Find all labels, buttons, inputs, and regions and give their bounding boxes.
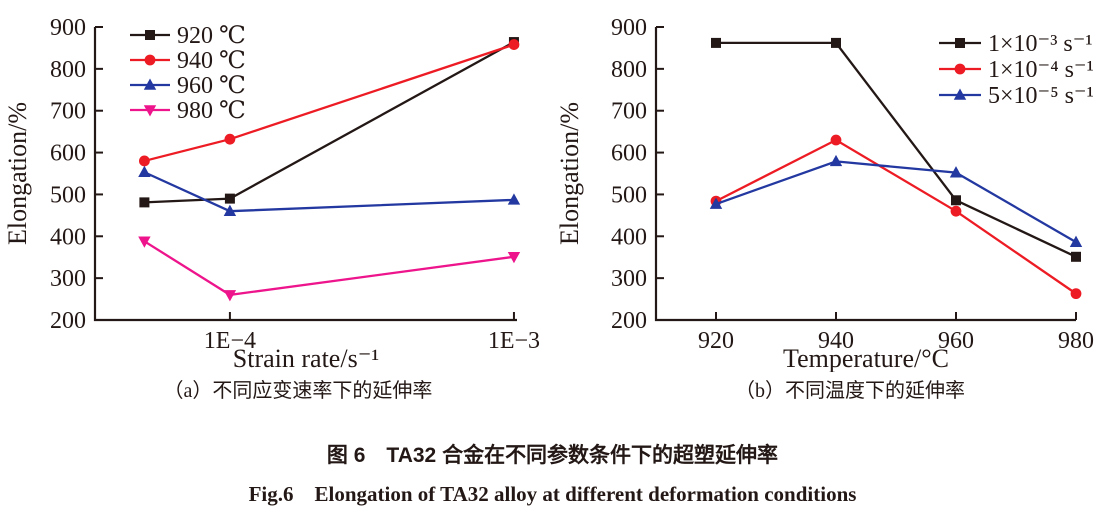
- y-tick-label: 900: [50, 15, 86, 41]
- y-tick-label: 700: [50, 99, 86, 125]
- panel-b: 200 300 400 500 600 700 800 900 920 940 960 980 Elon…: [552, 0, 1104, 403]
- x-tick-label: 980: [1058, 328, 1094, 354]
- data-point-960c: [507, 193, 521, 205]
- panel-a-caption: （a）不同应变速率下的延伸率: [163, 380, 433, 402]
- legend-marker-940c: [144, 54, 156, 66]
- y-axis-label: Elongation/%: [3, 102, 32, 245]
- y-tick-label: 500: [611, 182, 647, 208]
- data-point-980c: [223, 290, 237, 302]
- x-tick-label: 960: [938, 328, 974, 354]
- x-axis-label: Strain rate/s⁻¹: [233, 344, 379, 372]
- legend-label-920c: 920 ℃: [177, 23, 246, 49]
- data-point-1e-4: [830, 134, 842, 146]
- panel-b-caption: （b）不同温度下的延伸率: [735, 380, 965, 402]
- legend-label-940c: 940 ℃: [177, 48, 246, 74]
- chart-panels: 200 300 400 500 600 700 800 900 1E−4 1E−3 Elongati…: [0, 0, 1104, 403]
- panel-a: 200 300 400 500 600 700 800 900 1E−4 1E−3 Elongati…: [0, 0, 552, 403]
- y-tick-label: 800: [50, 57, 86, 83]
- x-axis-label: Temperature/°C: [783, 344, 949, 372]
- y-tick-label: 400: [611, 224, 647, 250]
- legend-marker-5e-5: [953, 88, 967, 100]
- y-tick-label: 700: [611, 99, 647, 125]
- data-point-920c: [224, 193, 235, 204]
- y-tick-label: 300: [611, 266, 647, 292]
- data-point-1e-3: [711, 37, 721, 48]
- data-point-920c: [139, 197, 150, 208]
- chart-a: 200 300 400 500 600 700 800 900 1E−4 1E−3 Elongati…: [3, 15, 540, 372]
- legend-marker-920c: [145, 30, 155, 40]
- data-point-960c: [223, 204, 237, 216]
- data-point-980c: [138, 236, 151, 248]
- data-point-960c: [138, 165, 151, 178]
- data-point-940c: [224, 133, 236, 145]
- figure-caption-chinese: 图 6 TA32 合金在不同参数条件下的超塑延伸率: [326, 444, 779, 467]
- data-point-5e-5: [829, 154, 843, 167]
- legend-marker-1e-3: [955, 38, 965, 48]
- y-tick-label: 400: [50, 224, 86, 250]
- data-point-5e-5: [949, 166, 963, 178]
- x-tick-label: 940: [818, 328, 854, 354]
- y-tick-label: 600: [50, 141, 86, 167]
- axes: [93, 27, 517, 322]
- figure-caption-english: Fig.6 Elongation of TA32 alloy at differ…: [248, 482, 857, 506]
- legend-label-1e-4: 1×10⁻⁴ s⁻¹: [988, 57, 1094, 83]
- legend-label-5e-5: 5×10⁻⁵ s⁻¹: [988, 83, 1094, 109]
- legend-marker-1e-4: [954, 63, 966, 75]
- data-point-940c: [139, 155, 150, 167]
- series-line-5e-5: [715, 160, 1077, 244]
- legend-label-980c: 980 ℃: [177, 98, 246, 124]
- legend-marker-980c: [143, 105, 157, 117]
- chart-b: 200 300 400 500 600 700 800 900 920 940 960 980 Elon…: [555, 15, 1094, 372]
- data-point-5e-5: [1069, 235, 1083, 247]
- x-tick-label: 920: [698, 328, 734, 354]
- y-tick-label: 200: [611, 308, 647, 334]
- y-tick-label: 600: [611, 141, 647, 167]
- data-point-1e-4: [1070, 288, 1082, 300]
- series-line-980c: [143, 240, 515, 297]
- x-tick-label: 1E−4: [204, 328, 256, 354]
- data-point-980c: [507, 251, 521, 264]
- y-tick-label: 300: [50, 266, 86, 292]
- legend-label-960c: 960 ℃: [177, 73, 246, 99]
- series-line-1e-3: [716, 41, 1077, 258]
- y-axis-label: Elongation/%: [555, 102, 584, 245]
- data-point-1e-3: [1071, 251, 1081, 262]
- series-line-1e-4: [715, 138, 1077, 295]
- data-point-1e-3: [831, 37, 841, 48]
- y-tick-label: 900: [611, 15, 647, 41]
- series-line-960c: [143, 171, 514, 213]
- y-tick-label: 800: [611, 57, 647, 83]
- data-point-1e-3: [951, 195, 961, 206]
- x-tick-label: 1E−3: [488, 328, 540, 354]
- data-point-1e-4: [950, 205, 962, 217]
- legend-marker-960c: [143, 78, 157, 90]
- data-point-940c: [508, 39, 520, 50]
- legend-label-1e-3: 1×10⁻³ s⁻¹: [988, 31, 1093, 57]
- y-tick-label: 200: [50, 308, 86, 334]
- y-tick-label: 500: [50, 182, 86, 208]
- data-point-5e-5: [709, 197, 723, 209]
